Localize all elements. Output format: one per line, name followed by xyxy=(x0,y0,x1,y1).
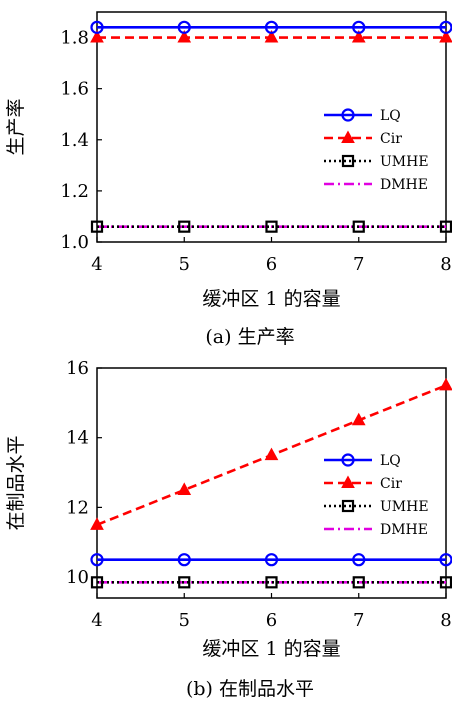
x-tick-label: 8 xyxy=(440,610,451,631)
legend-label-umhe: UMHE xyxy=(380,499,429,515)
x-tick-label: 7 xyxy=(353,610,364,631)
data-point-umhe xyxy=(265,576,278,589)
x-tick-label: 4 xyxy=(91,254,102,275)
x-tick-label: 5 xyxy=(179,610,190,631)
legend-marker-lq xyxy=(341,453,355,467)
series-layer xyxy=(90,377,452,589)
data-point-umhe xyxy=(352,576,365,589)
y-tick-label: 14 xyxy=(66,428,89,449)
data-point-lq xyxy=(264,553,279,567)
x-axis-label: 缓冲区 1 的容量 xyxy=(202,288,340,310)
caption-b: (b) 在制品水平 xyxy=(186,678,314,700)
x-tick-label: 7 xyxy=(353,254,364,275)
legend-label-cir: Cir xyxy=(380,476,402,492)
data-point-cir xyxy=(90,517,104,530)
legend-marker-cir xyxy=(341,475,355,488)
x-axis-label: 缓冲区 1 的容量 xyxy=(202,638,340,660)
data-point-umhe xyxy=(352,220,365,233)
chart-wip-level: 4 5 6 7 8 10 12 14 16 缓冲区 1 的容量 在制品水平 LQ Cir UMHE DMHE xyxy=(5,358,452,660)
data-point-lq xyxy=(352,553,366,567)
y-tick-label: 1.6 xyxy=(60,79,89,100)
data-point-cir xyxy=(351,30,366,43)
data-point-lq xyxy=(177,20,191,34)
data-point-cir xyxy=(439,377,452,391)
y-tick-label: 1.8 xyxy=(60,28,89,49)
data-point-cir xyxy=(177,30,192,43)
caption-a: (a) 生产率 xyxy=(205,326,294,348)
data-point-umhe xyxy=(439,576,452,589)
data-point-cir xyxy=(264,447,279,461)
y-tick-label: 1.0 xyxy=(60,232,89,253)
plot-frame xyxy=(96,11,447,243)
x-tick-label: 6 xyxy=(266,610,277,631)
data-point-cir xyxy=(264,30,279,43)
data-point-lq xyxy=(352,20,366,34)
x-tick-label: 8 xyxy=(440,254,451,275)
data-point-cir xyxy=(439,30,452,43)
legend-marker-lq xyxy=(341,108,355,122)
y-tick-label: 10 xyxy=(66,567,89,588)
legend-label-dmhe: DMHE xyxy=(380,522,428,538)
y-axis-label: 在制品水平 xyxy=(5,435,27,530)
legend-marker-umhe xyxy=(341,154,355,168)
y-tick-label: 16 xyxy=(66,358,89,379)
data-point-cir xyxy=(351,412,366,426)
data-point-umhe xyxy=(265,220,278,233)
data-point-umhe xyxy=(178,220,191,233)
data-point-cir xyxy=(90,30,104,43)
legend-label-lq: LQ xyxy=(380,108,401,124)
legend-marker-umhe xyxy=(341,499,355,513)
data-point-umhe xyxy=(90,576,104,589)
legend: LQ Cir UMHE DMHE xyxy=(324,108,429,193)
legend-label-cir: Cir xyxy=(380,131,402,147)
series-layer xyxy=(90,20,452,233)
data-point-umhe xyxy=(90,220,104,233)
legend-label-lq: LQ xyxy=(380,453,401,469)
y-tick-label: 1.2 xyxy=(60,181,89,202)
data-point-lq xyxy=(177,553,191,567)
legend-marker-cir xyxy=(341,130,355,143)
data-point-lq xyxy=(90,20,104,34)
y-tick-label: 1.4 xyxy=(60,130,89,151)
y-tick-label: 12 xyxy=(66,497,89,518)
y-axis-label: 生产率 xyxy=(5,98,27,155)
legend-label-umhe: UMHE xyxy=(380,154,429,170)
x-tick-label: 5 xyxy=(179,254,190,275)
legend: LQ Cir UMHE DMHE xyxy=(324,453,429,538)
legend-label-dmhe: DMHE xyxy=(380,177,428,193)
data-point-lq xyxy=(264,20,279,34)
x-tick-label: 6 xyxy=(266,254,277,275)
data-point-umhe xyxy=(178,576,191,589)
data-point-cir xyxy=(177,482,192,495)
x-tick-label: 4 xyxy=(91,610,102,631)
data-point-umhe xyxy=(439,220,452,233)
data-point-lq xyxy=(90,553,104,567)
chart-productivity: 4 5 6 7 8 1.0 1.2 1.4 1.6 1.8 缓冲区 1 的容量 生产率 LQ Cir UMH… xyxy=(5,11,452,310)
